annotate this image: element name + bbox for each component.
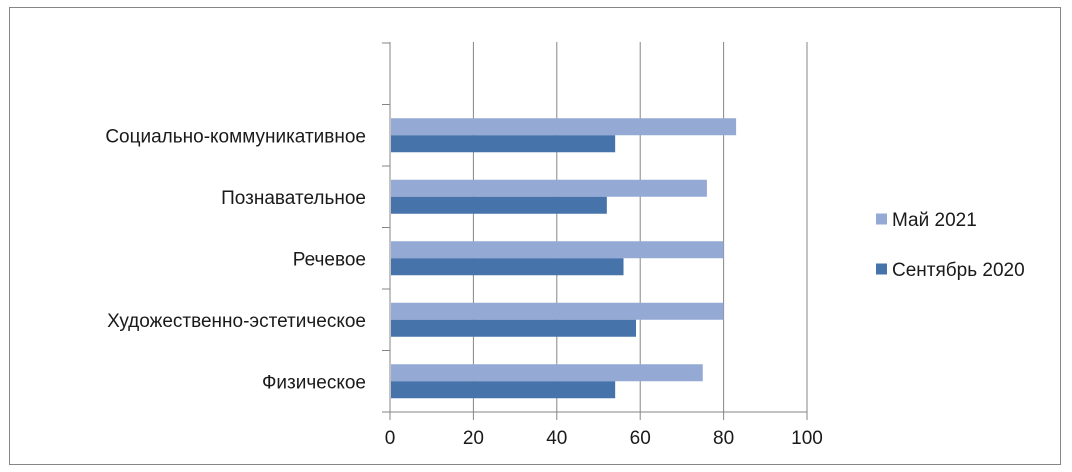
legend-label: Май 2021 [892, 210, 977, 231]
bar-september-2020 [391, 135, 616, 153]
legend-label: Сентябрь 2020 [892, 260, 1025, 281]
legend: Май 2021 Сентябрь 2020 [876, 210, 1025, 281]
bar-september-2020 [391, 196, 607, 214]
bars [391, 118, 737, 399]
x-tick-label: 20 [463, 428, 484, 449]
bar-may-2021 [391, 364, 703, 382]
bar-may-2021 [391, 302, 724, 320]
axes [382, 42, 808, 420]
bar-may-2021 [391, 118, 737, 136]
category-labels: Физическое Художественно-эстетическое Рече… [105, 126, 366, 393]
category-label: Речевое [293, 249, 366, 270]
legend-swatch [876, 263, 887, 275]
category-label: Физическое [262, 372, 366, 393]
category-label: Познавательное [221, 188, 366, 209]
x-tick-label: 80 [713, 428, 734, 449]
bar-may-2021 [391, 241, 724, 259]
x-tick-label: 60 [630, 428, 651, 449]
x-tick-label: 40 [546, 428, 567, 449]
category-label: Социально-коммуникативное [105, 126, 366, 147]
bar-september-2020 [391, 258, 624, 276]
bar-september-2020 [391, 319, 637, 337]
x-tick-label: 100 [791, 428, 823, 449]
bar-september-2020 [391, 381, 616, 399]
legend-swatch [876, 213, 887, 225]
grid-lines [472, 42, 808, 412]
x-tick-labels: 0 20 40 60 80 100 [385, 428, 823, 449]
bar-may-2021 [391, 179, 707, 197]
category-label: Художественно-эстетическое [107, 311, 366, 332]
x-tick-label: 0 [385, 428, 396, 449]
